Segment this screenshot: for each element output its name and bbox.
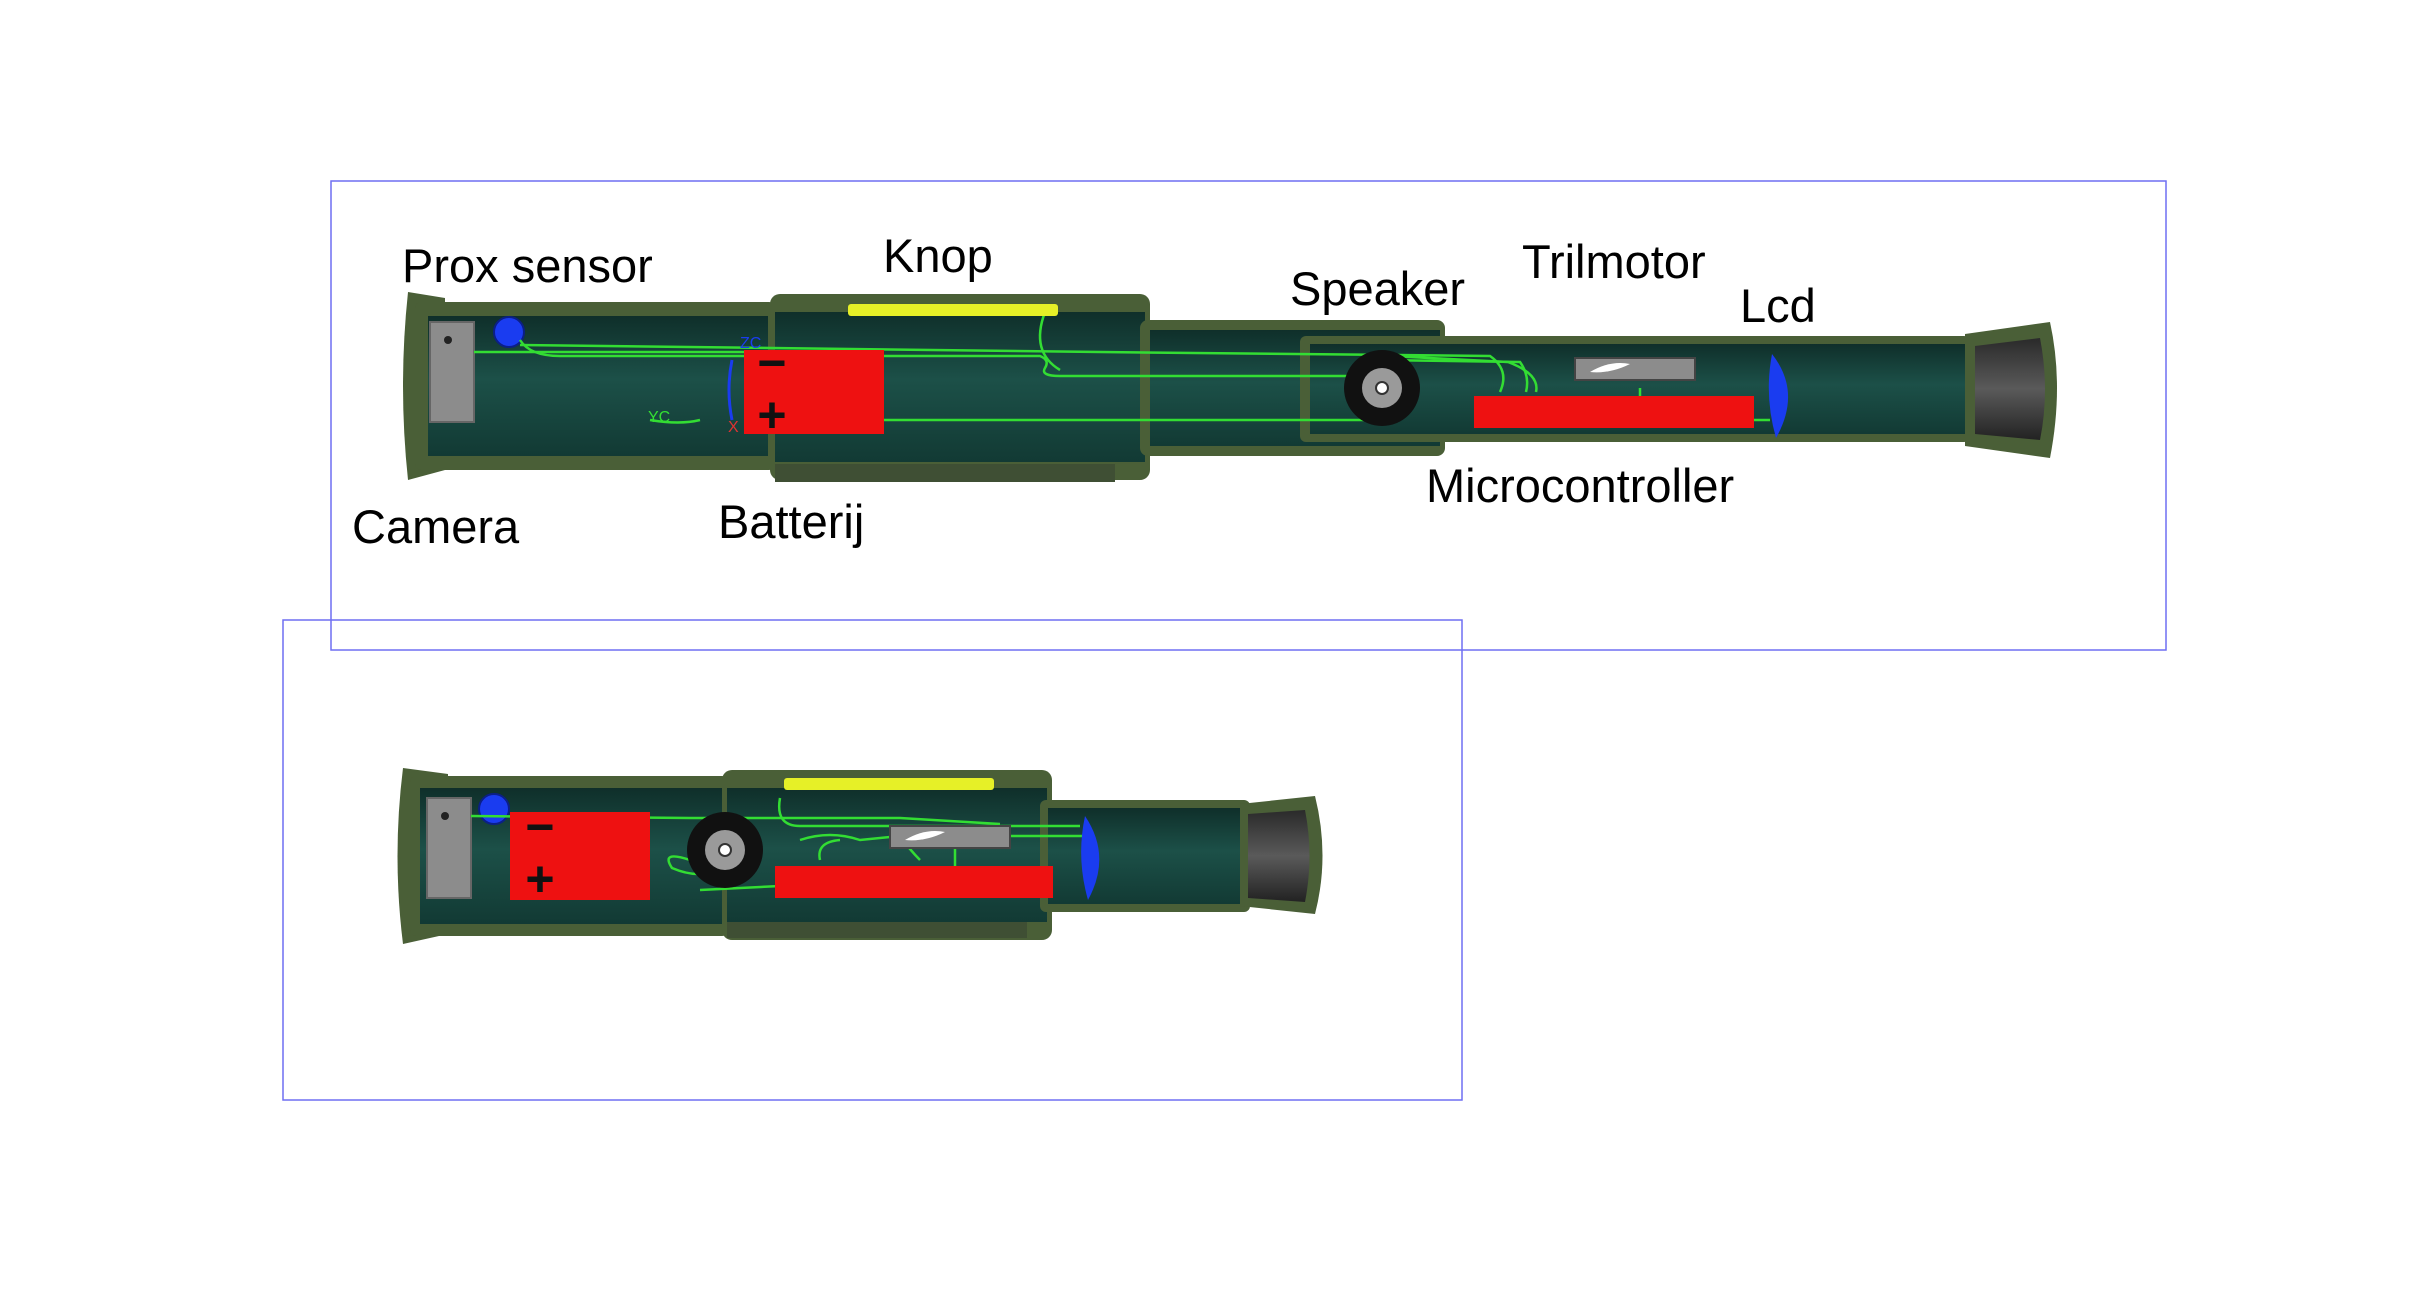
label-microcontroller: Microcontroller	[1426, 459, 1735, 512]
axis-label-yc: YC	[648, 409, 670, 426]
battery-minus: −	[757, 335, 786, 391]
collapsed-trilmotor	[889, 825, 1011, 849]
label-camera: Camera	[352, 500, 520, 553]
label-trilmotor: Trilmotor	[1522, 235, 1706, 288]
collapsed-camera	[426, 797, 472, 899]
collapsed-view: − +	[282, 619, 1463, 1101]
label-lcd: Lcd	[1740, 279, 1816, 332]
knop-button	[848, 304, 1058, 316]
axis-label-x: X	[728, 419, 739, 436]
label-prox-sensor: Prox sensor	[402, 239, 653, 292]
axis-label-zc: ZC	[740, 335, 761, 352]
extended-view-frame	[330, 180, 2167, 651]
collapsed-battery	[510, 812, 650, 900]
collapsed-microcontroller	[775, 866, 1053, 898]
collapsed-prox-sensor	[478, 793, 510, 825]
wiring	[474, 311, 1770, 424]
camera	[429, 321, 475, 423]
label-knop: Knop	[883, 229, 993, 282]
collapsed-lcd	[1081, 816, 1100, 900]
collapsed-battery-minus: −	[525, 799, 554, 855]
axis-marker-z	[727, 359, 734, 421]
collapsed-view-frame	[282, 619, 1463, 1101]
collapsed-battery-plus: +	[525, 851, 554, 907]
battery-plus: +	[757, 387, 786, 443]
microcontroller	[1474, 396, 1754, 428]
extended-view: − + ZC YC X	[330, 180, 2167, 651]
label-batterij: Batterij	[718, 495, 865, 548]
lcd	[1768, 354, 1789, 438]
camera-lens	[444, 336, 452, 344]
battery	[744, 350, 884, 434]
collapsed-knop-button	[784, 778, 994, 790]
prox-sensor	[493, 316, 525, 348]
trilmotor	[1574, 357, 1696, 381]
label-speaker: Speaker	[1290, 262, 1466, 315]
